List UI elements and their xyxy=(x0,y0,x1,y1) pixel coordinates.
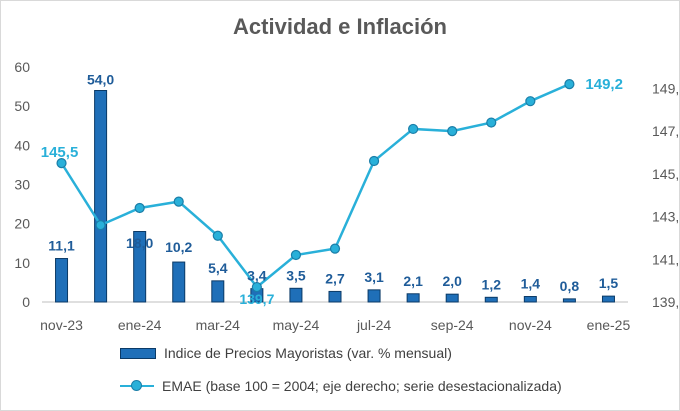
bar-data-label: 18,0 xyxy=(126,235,153,251)
emae-point xyxy=(447,125,458,137)
bar xyxy=(523,296,537,303)
bar xyxy=(406,293,420,303)
emae-point xyxy=(134,202,145,214)
emae-line xyxy=(60,82,570,289)
x-tick-label: nov-24 xyxy=(509,317,552,333)
legend-line-label: EMAE (base 100 = 2004; eje derecho; seri… xyxy=(162,378,562,394)
bar xyxy=(484,296,498,303)
bar-data-label: 1,5 xyxy=(599,275,619,291)
chart-svg: 0 10 20 30 40 50 60 139, 141, 143, 145, 147, 149, nov… xyxy=(14,59,679,333)
legend-line-swatch xyxy=(120,379,154,393)
emae-data-label: 139,7 xyxy=(239,291,274,307)
bar-data-label: 5,4 xyxy=(208,260,228,276)
bar-data-label: 3,4 xyxy=(247,268,267,284)
bar-data-label: 1,2 xyxy=(482,276,502,292)
bar xyxy=(367,289,381,303)
x-tick-label: may-24 xyxy=(273,317,320,333)
y-left-tick-label: 0 xyxy=(22,294,30,310)
x-tick-label: sep-24 xyxy=(431,317,474,333)
emae-data-label: 149,2 xyxy=(585,76,623,93)
y-right-tick-label: 149, xyxy=(652,80,679,96)
emae-point xyxy=(486,117,497,128)
bar xyxy=(133,231,147,303)
bar xyxy=(601,295,615,303)
chart-title: Actividad e Inflación xyxy=(233,14,447,39)
bar-data-label: 2,7 xyxy=(325,270,345,286)
legend-entry-line: EMAE (base 100 = 2004; eje derecho; seri… xyxy=(120,378,562,394)
emae-data-label: 145,5 xyxy=(41,144,79,161)
y-right-tick-label: 139, xyxy=(652,294,679,310)
bar xyxy=(211,280,225,303)
emae-point xyxy=(251,281,262,293)
bar-data-label: 11,1 xyxy=(48,238,75,254)
legend-entry-bars: Indice de Precios Mayoristas (var. % men… xyxy=(120,345,452,361)
y-right-tick-label: 147, xyxy=(652,123,679,139)
y-left-tick-label: 60 xyxy=(14,59,30,75)
y-left-tick-label: 30 xyxy=(14,177,30,193)
bar-data-label: 10,2 xyxy=(165,239,192,255)
emae-point xyxy=(212,230,223,241)
emae-point xyxy=(95,219,106,231)
bar xyxy=(328,290,342,303)
emae-point xyxy=(329,243,341,254)
x-tick-label: mar-24 xyxy=(196,317,241,333)
bar-data-label: 1,4 xyxy=(521,276,541,292)
y-right-tick-label: 145, xyxy=(652,166,679,182)
x-tick-label: ene-25 xyxy=(587,317,631,333)
emae-point xyxy=(173,196,184,207)
emae-point xyxy=(525,96,536,107)
bar-data-label: 2,1 xyxy=(403,273,423,289)
x-tick-label: ene-24 xyxy=(118,317,162,333)
y-left-tick-label: 50 xyxy=(14,98,30,114)
y-left-tick-label: 10 xyxy=(14,255,30,271)
bar xyxy=(94,90,108,303)
emae-point xyxy=(290,249,302,261)
legend-bar-swatch xyxy=(120,347,156,359)
legend-bar-label: Indice de Precios Mayoristas (var. % men… xyxy=(164,345,452,361)
y-left-tick-label: 40 xyxy=(14,137,30,153)
bar-data-label: 0,8 xyxy=(560,278,580,294)
bar xyxy=(55,258,69,303)
bar xyxy=(172,261,186,303)
emae-point xyxy=(368,155,380,167)
bar-data-label: 54,0 xyxy=(87,72,114,88)
bar xyxy=(289,287,303,303)
bar-data-label: 3,5 xyxy=(286,267,306,283)
x-tick-label: jul-24 xyxy=(356,317,391,333)
bar-data-label: 3,1 xyxy=(364,269,384,285)
y-left-tick-label: 20 xyxy=(14,216,30,232)
emae-point xyxy=(408,123,419,135)
emae-point xyxy=(564,78,575,90)
bar xyxy=(445,293,459,303)
y-right-tick-label: 141, xyxy=(652,251,679,267)
y-right-tick-label: 143, xyxy=(652,209,679,225)
x-tick-label: nov-23 xyxy=(40,317,83,333)
bar-data-label: 2,0 xyxy=(442,273,462,289)
emae-point xyxy=(56,158,67,169)
bar xyxy=(562,298,576,303)
